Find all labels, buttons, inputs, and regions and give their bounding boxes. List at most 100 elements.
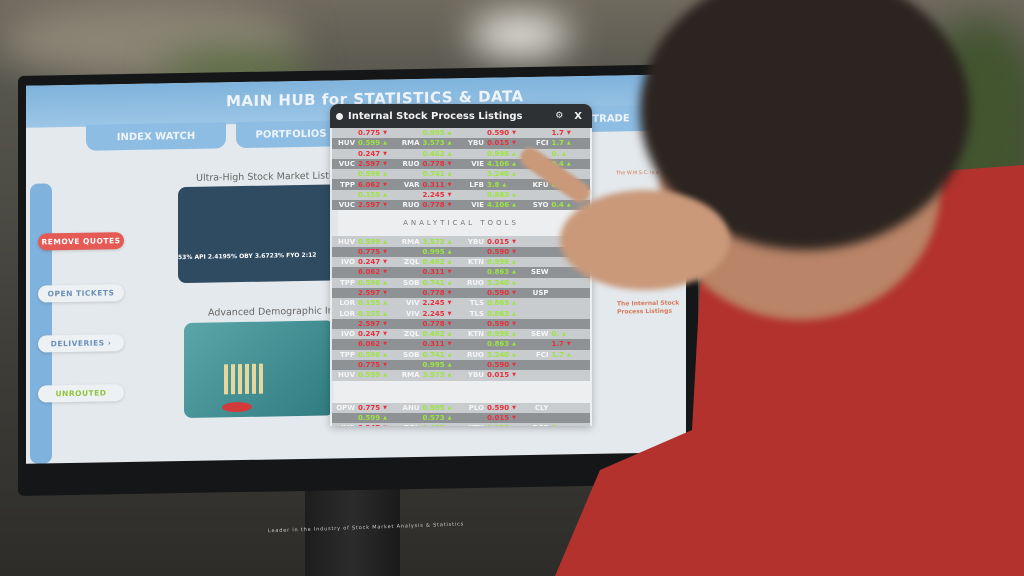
listing-cell[interactable]: 2.597 ▼ [332,318,397,330]
sidebar-rail[interactable] [30,183,52,464]
listing-cell[interactable]: 0.590 ▼ [461,318,526,330]
demographic-chart-panel[interactable] [184,320,334,419]
listing-cell[interactable]: HUV 0.599 ▲ [332,236,397,247]
listing-cell[interactable]: SEW [525,267,590,278]
gear-icon[interactable]: ⚙ [555,111,564,121]
listing-cell[interactable]: 1.7 ▼ [525,128,590,139]
listing-cell[interactable] [525,370,590,381]
open-tickets-button[interactable]: OPEN TICKETS [38,284,124,303]
listing-cell[interactable]: YBU 0.015 ▼ [461,138,526,149]
listing-cell[interactable]: 0. ▲ [525,148,590,159]
listing-cell[interactable]: RMA 3.573 ▲ [396,236,461,247]
listing-cell[interactable]: 3.240 ▲ [461,169,526,180]
listing-cell[interactable] [525,412,590,424]
listing-cell[interactable] [525,189,590,201]
listing-cell[interactable]: 0.741 ▲ [396,169,461,180]
listing-cell[interactable]: FCI 1.7 ▲ [525,349,590,360]
listing-cell[interactable]: 0.995 ▲ [396,359,461,371]
listing-cell[interactable]: VUC 2.597 ▼ [332,158,397,170]
listing-cell[interactable]: SOB 0.741 ▲ [396,277,461,288]
listing-cell[interactable]: RMA 3.573 ▲ [396,138,461,149]
listing-cell[interactable]: RUO 0.778 ▼ [396,200,461,211]
listing-cell[interactable]: VIV 2.245 ▼ [396,298,461,309]
listing-cell[interactable]: OPW 0.775 ▼ [332,402,397,413]
listing-cell[interactable]: 6.062 ▼ [332,267,397,278]
listing-cell[interactable]: SOB 0.741 ▲ [396,349,461,360]
listing-cell[interactable] [525,308,590,319]
listing-cell[interactable]: 2.245 ▼ [396,189,461,201]
listing-cell[interactable] [525,359,590,371]
listing-cell[interactable]: TLS 0.863 ▲ [461,308,526,319]
listing-cell[interactable]: VIE 4.106 ▲ [461,158,526,170]
listing-cell[interactable]: 2.597 ▼ [332,287,397,299]
unrouted-button[interactable]: UNROUTED [38,384,124,403]
listing-cell[interactable]: ANU 0.995 ▲ [396,402,461,413]
listing-cell[interactable]: 0.775 ▼ [332,359,397,371]
listing-cell[interactable]: LFB 3.8 ▲ [461,179,526,190]
listing-cell[interactable]: RMA 3.573 ▲ [396,370,461,381]
listing-cell[interactable]: VAR 0.311 ▼ [396,179,461,190]
listing-cell[interactable]: 0.590 ▼ [461,128,526,139]
deliveries-button[interactable]: DELIVERIES › [38,334,124,353]
listing-cell[interactable]: 0.590 ▼ [461,287,526,299]
listing-cell[interactable]: 0.863 ▲ [461,267,526,278]
listing-cell[interactable]: 0.155 ▲ [332,189,397,201]
listing-cell[interactable]: 0.462 ▲ [396,148,461,159]
listing-cell[interactable]: 0.995 ▲ [396,128,461,139]
listing-cell[interactable]: RUO 3.240 ▲ [461,277,526,288]
listing-cell[interactable]: LOR 0.155 ▲ [332,308,397,319]
listing-cell[interactable]: RUO 0.778 ▼ [396,158,461,170]
listing-cell[interactable]: 0.247 ▼ [332,148,397,159]
listing-cell[interactable]: 0.778 ▼ [396,287,461,299]
listing-cell[interactable]: 0.996 ▲ [461,148,526,159]
listing-cell[interactable]: 0.596 ▲ [332,169,397,180]
listing-cell[interactable]: YBU 0.015 ▼ [461,370,526,381]
listing-cell[interactable]: 0.863 ▲ [461,339,526,350]
listing-cell[interactable]: HUV 0.599 ▲ [332,370,397,381]
listing-cell[interactable]: TPP 0.596 ▲ [332,277,397,288]
listing-cell[interactable]: 1.7 ▼ [525,339,590,350]
listing-cell[interactable]: YBU 0.015 ▼ [461,236,526,247]
listing-cell[interactable]: 0.775 ▼ [332,128,397,139]
listing-cell[interactable]: SEW 0. ▲ [525,329,590,340]
listing-cell[interactable] [525,318,590,330]
listing-cell[interactable]: HUV 0.599 ▲ [332,138,397,149]
listing-cell[interactable] [525,298,590,309]
listing-cell[interactable]: VUC 2.597 ▼ [332,200,397,211]
tab-index-watch[interactable]: INDEX WATCH [86,122,226,151]
listing-cell[interactable] [525,277,590,288]
listing-cell[interactable]: VIV 2.245 ▼ [396,308,461,319]
stock-listing-panel[interactable]: 53% API 2.4195% OBY 3.6723% FYO 2:12 [178,184,338,284]
listing-cell[interactable] [525,256,590,268]
remove-quotes-button[interactable]: REMOVE QUOTES [38,232,124,251]
listing-cell[interactable]: 0.599 ▲ [332,412,397,424]
listing-cell[interactable]: 0.311 ▼ [396,339,461,350]
listing-cell[interactable]: DCS 0.▲ [525,423,590,426]
listing-cell[interactable]: 0.573 ▲ [396,412,461,424]
listing-cell[interactable] [525,236,590,247]
listing-cell[interactable]: USP [525,287,590,299]
listing-cell[interactable]: PLO 0.590 ▼ [461,402,526,413]
listing-cell[interactable]: 0.778 ▼ [396,318,461,330]
listing-cell[interactable]: TLS 0.863 ▲ [461,298,526,309]
listing-cell[interactable]: TPP 0.596 ▲ [332,349,397,360]
listing-cell[interactable]: CLY [525,402,590,413]
listing-cell[interactable]: 0.775 ▼ [332,246,397,257]
listing-cell[interactable] [525,246,590,257]
listing-cell[interactable]: 0.590 ▼ [461,246,526,257]
listing-cell[interactable]: 0.995 ▲ [396,246,461,257]
listing-cell[interactable]: LOR 0.155 ▲ [332,298,397,309]
listing-cell[interactable]: 6.062 ▼ [332,339,397,350]
listing-cell[interactable]: VIE 4.106 ▲ [461,200,526,211]
listing-cell[interactable]: 0.863 ▲ [461,189,526,201]
